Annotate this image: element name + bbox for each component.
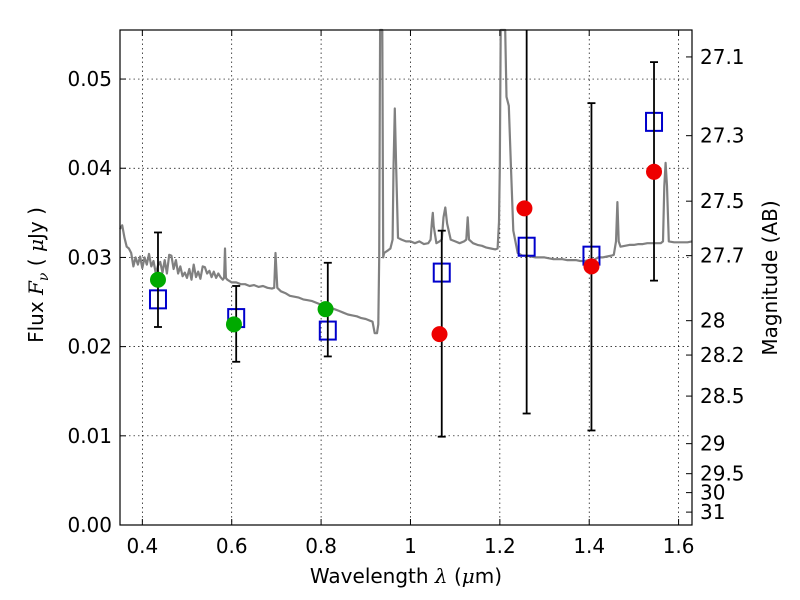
y2-tick-label: 27.3 bbox=[700, 124, 745, 148]
photometry-point bbox=[431, 326, 448, 343]
x-tick-label: 1 bbox=[404, 534, 417, 558]
x-tick-label: 1.6 bbox=[663, 534, 695, 558]
plot-frame bbox=[119, 29, 693, 526]
y2-tick-label: 27.7 bbox=[700, 244, 745, 268]
x-tick-label: 1.2 bbox=[484, 534, 516, 558]
y-tick-label: 0.03 bbox=[67, 245, 112, 269]
spectrum-line bbox=[119, 28, 693, 335]
grid bbox=[120, 30, 692, 525]
y-tick-label: 0.01 bbox=[67, 424, 112, 448]
x-tick-label: 0.4 bbox=[126, 534, 158, 558]
y2-tick-label: 28 bbox=[700, 309, 725, 333]
y2-tick-label: 28.2 bbox=[700, 343, 745, 367]
photometry-point bbox=[583, 258, 600, 275]
photometry-point bbox=[149, 271, 166, 288]
ticks: 0.4 0.6 0.8 1 1.2 1.4 1.6 0.00 0.01 0.02 0.03 0.04 0… bbox=[67, 30, 745, 558]
y2-axis-title: Magnitude (AB) bbox=[758, 200, 782, 355]
y2-tick-label: 27.1 bbox=[700, 45, 745, 69]
y-tick-label: 0.00 bbox=[67, 513, 112, 537]
y2-tick-label: 29.5 bbox=[700, 462, 745, 486]
y-tick-label: 0.02 bbox=[67, 335, 112, 359]
y2-tick-label: 31 bbox=[700, 500, 725, 524]
photometry-point bbox=[317, 301, 334, 318]
y2-tick-label: 29 bbox=[700, 432, 725, 456]
y-tick-label: 0.04 bbox=[67, 156, 112, 180]
y2-tick-label: 27.5 bbox=[700, 189, 745, 213]
y-axis-title: Flux Fν ( μJy ) bbox=[24, 207, 52, 343]
x-tick-label: 1.4 bbox=[573, 534, 605, 558]
photometry-point bbox=[646, 163, 663, 180]
x-tick-label: 0.6 bbox=[216, 534, 248, 558]
y2-tick-label: 28.5 bbox=[700, 384, 745, 408]
photometry-point bbox=[225, 316, 242, 333]
y-tick-label: 0.05 bbox=[67, 67, 112, 91]
plot-data bbox=[119, 28, 693, 438]
photometry-point bbox=[516, 200, 533, 217]
y2-tick-label: 30 bbox=[700, 481, 725, 505]
x-tick-label: 0.8 bbox=[305, 534, 337, 558]
x-axis-title: Wavelength λ (μm) bbox=[310, 564, 502, 588]
